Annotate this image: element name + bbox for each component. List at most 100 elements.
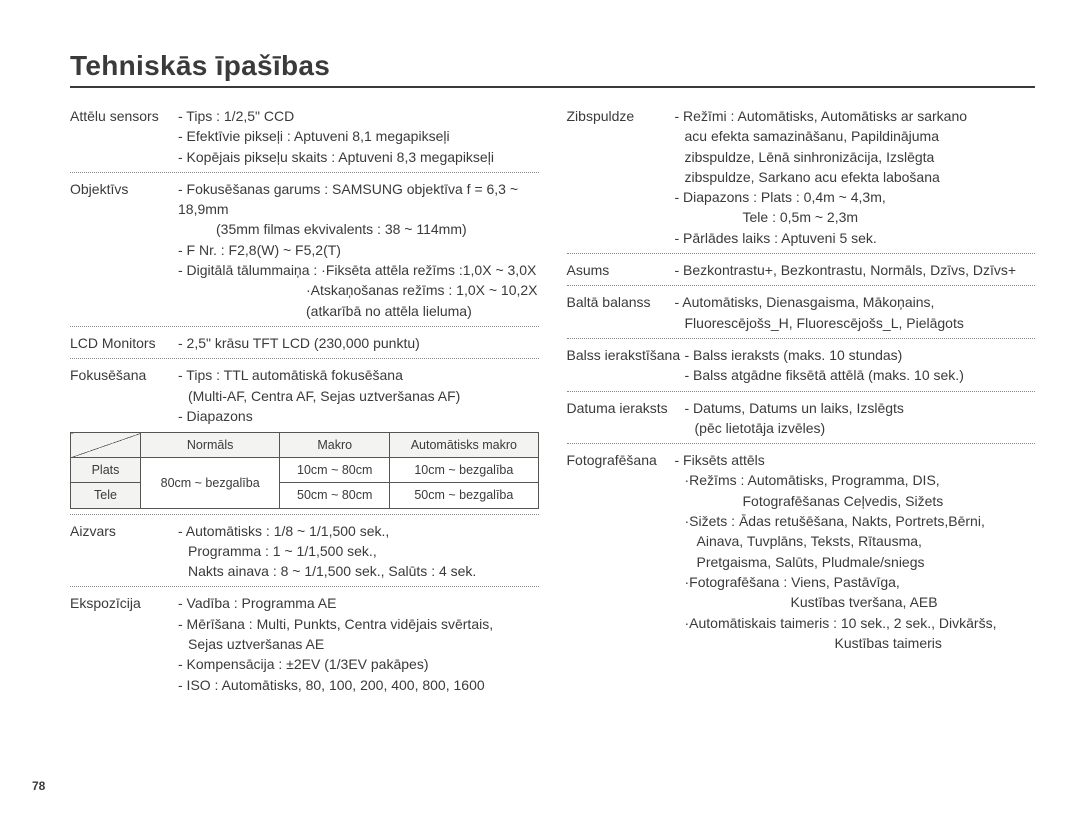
spec-label: Datuma ieraksts <box>567 398 685 439</box>
table-rowhead: Plats <box>71 458 141 483</box>
spec-label: Aizvars <box>70 521 178 582</box>
table-row: Normāls Makro Automātisks makro <box>71 433 539 458</box>
spec-line: Nakts ainava : 8 ~ 1/1,500 sek., Salūts … <box>178 561 539 581</box>
spec-white-balance: Baltā balanss - Automātisks, Dienasgaism… <box>567 292 1036 333</box>
spec-label: Ekspozīcija <box>70 593 178 694</box>
spec-body: - Tips : 1/2,5" CCD - Efektīvie pikseļi … <box>178 106 539 167</box>
spec-line: ·Atskaņošanas režīms : 1,0X ~ 10,2X <box>178 280 539 300</box>
table-cell: 50cm ~ bezgalība <box>390 483 538 508</box>
spec-line: - ISO : Automātisks, 80, 100, 200, 400, … <box>178 675 539 695</box>
spec-line: zibspuldze, Lēnā sinhronizācija, Izslēgt… <box>675 147 1036 167</box>
spec-line: ·Režīms : Automātisks, Programma, DIS, <box>675 470 1036 490</box>
spec-label: Fotografēšana <box>567 450 675 653</box>
spec-label: Fokusēšana <box>70 365 178 426</box>
spec-line: - Pārlādes laiks : Aptuveni 5 sek. <box>675 228 1036 248</box>
spec-line: - Balss ieraksts (maks. 10 stundas) <box>685 345 1036 365</box>
spec-line: Sejas uztveršanas AE <box>178 634 539 654</box>
spec-label: Balss ierakstīšana <box>567 345 685 386</box>
spec-line: - Balss atgādne fiksētā attēlā (maks. 10… <box>685 365 1036 385</box>
table-header: Automātisks makro <box>390 433 538 458</box>
spec-body: - Fokusēšanas garums : SAMSUNG objektīva… <box>178 179 539 321</box>
spec-line: - Automātisks : 1/8 ~ 1/1,500 sek., <box>178 521 539 541</box>
spec-body: - Režīmi : Automātisks, Automātisks ar s… <box>675 106 1036 248</box>
separator <box>567 253 1036 254</box>
spec-line: (atkarībā no attēla lieluma) <box>178 301 539 321</box>
spec-line: - Efektīvie pikseļi : Aptuveni 8,1 megap… <box>178 126 539 146</box>
separator <box>567 285 1036 286</box>
spec-line: (pēc lietotāja izvēles) <box>685 418 1036 438</box>
spec-focus: Fokusēšana - Tips : TTL automātiskā foku… <box>70 365 539 426</box>
spec-line: - Automātisks, Dienasgaisma, Mākoņains, <box>675 292 1036 312</box>
spec-line: Kustības tveršana, AEB <box>675 592 1036 612</box>
table-rowhead: Tele <box>71 483 141 508</box>
spec-line: Pretgaisma, Salūts, Pludmale/sniegs <box>675 552 1036 572</box>
spec-body: - Fiksēts attēls ·Režīms : Automātisks, … <box>675 450 1036 653</box>
table-header: Normāls <box>141 433 280 458</box>
spec-sensor: Attēlu sensors - Tips : 1/2,5" CCD - Efe… <box>70 106 539 167</box>
spec-line: - Fokusēšanas garums : SAMSUNG objektīva… <box>178 179 539 220</box>
spec-voice: Balss ierakstīšana - Balss ieraksts (mak… <box>567 345 1036 386</box>
separator <box>70 172 539 173</box>
spec-body: - Balss ieraksts (maks. 10 stundas) - Ba… <box>685 345 1036 386</box>
separator <box>567 391 1036 392</box>
spec-body: - Tips : TTL automātiskā fokusēšana (Mul… <box>178 365 539 426</box>
spec-line: - Diapazons <box>178 406 539 426</box>
spec-line: - Datums, Datums un laiks, Izslēgts <box>685 398 1036 418</box>
right-column: Zibspuldze - Režīmi : Automātisks, Autom… <box>567 106 1036 697</box>
spec-line: (Multi-AF, Centra AF, Sejas uztveršanas … <box>178 386 539 406</box>
spec-body: - Vadība : Programma AE - Mērīšana : Mul… <box>178 593 539 694</box>
separator <box>70 326 539 327</box>
spec-body: - Datums, Datums un laiks, Izslēgts (pēc… <box>685 398 1036 439</box>
spec-label: Asums <box>567 260 675 280</box>
spec-label: LCD Monitors <box>70 333 178 353</box>
spec-columns: Attēlu sensors - Tips : 1/2,5" CCD - Efe… <box>70 106 1035 697</box>
spec-sharpness: Asums - Bezkontrastu+, Bezkontrastu, Nor… <box>567 260 1036 280</box>
spec-line: ·Sižets : Ādas retušēšana, Nakts, Portre… <box>675 511 1036 531</box>
table-cell: 10cm ~ bezgalība <box>390 458 538 483</box>
spec-flash: Zibspuldze - Režīmi : Automātisks, Autom… <box>567 106 1036 248</box>
spec-line: Ainava, Tuvplāns, Teksts, Rītausma, <box>675 531 1036 551</box>
separator <box>567 443 1036 444</box>
table-header: Makro <box>280 433 390 458</box>
spec-line: - Režīmi : Automātisks, Automātisks ar s… <box>675 106 1036 126</box>
spec-body: - Bezkontrastu+, Bezkontrastu, Normāls, … <box>675 260 1036 280</box>
spec-line: zibspuldze, Sarkano acu efekta labošana <box>675 167 1036 187</box>
separator <box>567 338 1036 339</box>
spec-line: - 2,5" krāsu TFT LCD (230,000 punktu) <box>178 333 539 353</box>
spec-line: - Digitālā tālummaiņa : ·Fiksēta attēla … <box>178 260 539 280</box>
spec-line: - Fiksēts attēls <box>675 450 1036 470</box>
spec-label: Objektīvs <box>70 179 178 321</box>
spec-line: - Kopējais pikseļu skaits : Aptuveni 8,3… <box>178 147 539 167</box>
table-cell: 10cm ~ 80cm <box>280 458 390 483</box>
spec-body: - Automātisks, Dienasgaisma, Mākoņains, … <box>675 292 1036 333</box>
spec-line: - F Nr. : F2,8(W) ~ F5,2(T) <box>178 240 539 260</box>
spec-line: - Tips : TTL automātiskā fokusēšana <box>178 365 539 385</box>
spec-line: Fotografēšanas Ceļvedis, Sižets <box>675 491 1036 511</box>
spec-line: - Tips : 1/2,5" CCD <box>178 106 539 126</box>
table-cell: 50cm ~ 80cm <box>280 483 390 508</box>
spec-lens: Objektīvs - Fokusēšanas garums : SAMSUNG… <box>70 179 539 321</box>
spec-body: - 2,5" krāsu TFT LCD (230,000 punktu) <box>178 333 539 353</box>
spec-line: Programma : 1 ~ 1/1,500 sek., <box>178 541 539 561</box>
page-number: 78 <box>32 779 45 793</box>
spec-line: (35mm filmas ekvivalents : 38 ~ 114mm) <box>178 219 539 239</box>
spec-date-imprint: Datuma ieraksts - Datums, Datums un laik… <box>567 398 1036 439</box>
spec-line: - Diapazons : Plats : 0,4m ~ 4,3m, <box>675 187 1036 207</box>
spec-line: - Kompensācija : ±2EV (1/3EV pakāpes) <box>178 654 539 674</box>
spec-label: Zibspuldze <box>567 106 675 248</box>
table-row: Plats 80cm ~ bezgalība 10cm ~ 80cm 10cm … <box>71 458 539 483</box>
spec-line: ·Automātiskais taimeris : 10 sek., 2 sek… <box>675 613 1036 633</box>
spec-line: Fluorescējošs_H, Fluorescējošs_L, Pielāg… <box>675 313 1036 333</box>
spec-line: acu efekta samazināšanu, Papildinājuma <box>675 126 1036 146</box>
focus-range-table: Normāls Makro Automātisks makro Plats 80… <box>70 432 539 508</box>
separator <box>70 514 539 515</box>
spec-label: Baltā balanss <box>567 292 675 333</box>
spec-exposure: Ekspozīcija - Vadība : Programma AE - Mē… <box>70 593 539 694</box>
left-column: Attēlu sensors - Tips : 1/2,5" CCD - Efe… <box>70 106 539 697</box>
spec-shooting: Fotografēšana - Fiksēts attēls ·Režīms :… <box>567 450 1036 653</box>
spec-line: - Vadība : Programma AE <box>178 593 539 613</box>
spec-body: - Automātisks : 1/8 ~ 1/1,500 sek., Prog… <box>178 521 539 582</box>
spec-line: ·Fotografēšana : Viens, Pastāvīga, <box>675 572 1036 592</box>
spec-line: Kustības taimeris <box>675 633 1036 653</box>
table-cell: 80cm ~ bezgalība <box>141 458 280 508</box>
